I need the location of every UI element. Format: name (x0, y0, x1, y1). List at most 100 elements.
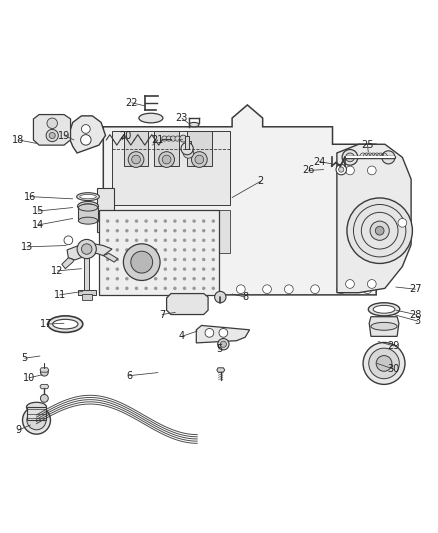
Circle shape (192, 277, 196, 280)
Circle shape (363, 285, 372, 294)
Bar (27, 407, 46, 420)
Circle shape (125, 229, 129, 232)
Circle shape (106, 268, 110, 271)
Circle shape (135, 239, 138, 242)
Circle shape (212, 220, 215, 223)
Circle shape (212, 277, 215, 280)
Circle shape (212, 268, 215, 271)
Text: 11: 11 (53, 290, 66, 300)
Circle shape (181, 142, 193, 155)
Circle shape (237, 285, 245, 294)
Polygon shape (186, 210, 206, 253)
Text: 23: 23 (176, 113, 188, 123)
Circle shape (215, 292, 226, 303)
Circle shape (375, 227, 384, 235)
Circle shape (154, 258, 157, 261)
Circle shape (342, 149, 358, 165)
Text: 5: 5 (216, 344, 222, 354)
Polygon shape (62, 258, 74, 269)
Circle shape (163, 220, 167, 223)
Circle shape (398, 219, 407, 227)
Circle shape (346, 280, 354, 288)
Circle shape (125, 239, 129, 242)
Circle shape (145, 268, 148, 271)
Ellipse shape (373, 305, 395, 313)
Circle shape (124, 244, 160, 280)
Circle shape (163, 229, 167, 232)
Circle shape (163, 258, 167, 261)
Ellipse shape (80, 195, 96, 199)
Polygon shape (40, 368, 49, 372)
Circle shape (183, 258, 186, 261)
Circle shape (202, 248, 205, 252)
Circle shape (163, 287, 167, 290)
Text: 15: 15 (32, 206, 44, 216)
Bar (185, 136, 189, 149)
Circle shape (136, 285, 145, 294)
Ellipse shape (48, 316, 83, 333)
Circle shape (202, 258, 205, 261)
Polygon shape (154, 131, 179, 166)
Circle shape (40, 394, 48, 402)
Circle shape (192, 248, 196, 252)
Circle shape (145, 248, 148, 252)
Circle shape (183, 248, 186, 252)
Polygon shape (103, 105, 385, 295)
Circle shape (285, 285, 293, 294)
Text: 17: 17 (40, 319, 53, 329)
Text: 27: 27 (409, 284, 422, 294)
Circle shape (135, 277, 138, 280)
Circle shape (202, 287, 205, 290)
Circle shape (154, 239, 157, 242)
Text: 16: 16 (24, 192, 36, 201)
Circle shape (192, 220, 196, 223)
Circle shape (46, 130, 58, 142)
Circle shape (337, 285, 346, 294)
Circle shape (154, 248, 157, 252)
Circle shape (311, 285, 319, 294)
Polygon shape (124, 131, 148, 166)
Circle shape (106, 239, 110, 242)
Circle shape (106, 220, 110, 223)
Polygon shape (166, 294, 208, 314)
Circle shape (192, 239, 196, 242)
Circle shape (125, 220, 129, 223)
Polygon shape (217, 368, 225, 372)
Circle shape (336, 164, 346, 175)
Circle shape (131, 251, 152, 273)
Text: 3: 3 (415, 316, 421, 326)
Circle shape (116, 229, 119, 232)
Polygon shape (369, 317, 399, 336)
Circle shape (135, 220, 138, 223)
Text: 13: 13 (21, 242, 33, 252)
Ellipse shape (371, 322, 397, 330)
Circle shape (125, 268, 129, 271)
Circle shape (205, 328, 214, 337)
Circle shape (125, 258, 129, 261)
Ellipse shape (189, 123, 199, 127)
Circle shape (135, 258, 138, 261)
Circle shape (175, 136, 180, 141)
Text: 21: 21 (152, 135, 164, 145)
Circle shape (159, 152, 174, 167)
Circle shape (77, 239, 96, 259)
Text: 20: 20 (119, 131, 131, 141)
Circle shape (192, 268, 196, 271)
Circle shape (173, 258, 177, 261)
Text: 12: 12 (51, 266, 64, 276)
Circle shape (370, 221, 389, 240)
Text: 5: 5 (21, 353, 28, 363)
Bar (82, 294, 92, 300)
Circle shape (163, 268, 167, 271)
Polygon shape (68, 116, 106, 153)
Circle shape (192, 258, 196, 261)
Ellipse shape (78, 204, 98, 211)
Circle shape (183, 148, 194, 158)
Circle shape (125, 277, 129, 280)
Circle shape (183, 287, 186, 290)
Ellipse shape (368, 303, 400, 316)
Ellipse shape (78, 217, 98, 224)
Circle shape (116, 220, 119, 223)
Circle shape (145, 287, 148, 290)
Circle shape (347, 198, 413, 263)
